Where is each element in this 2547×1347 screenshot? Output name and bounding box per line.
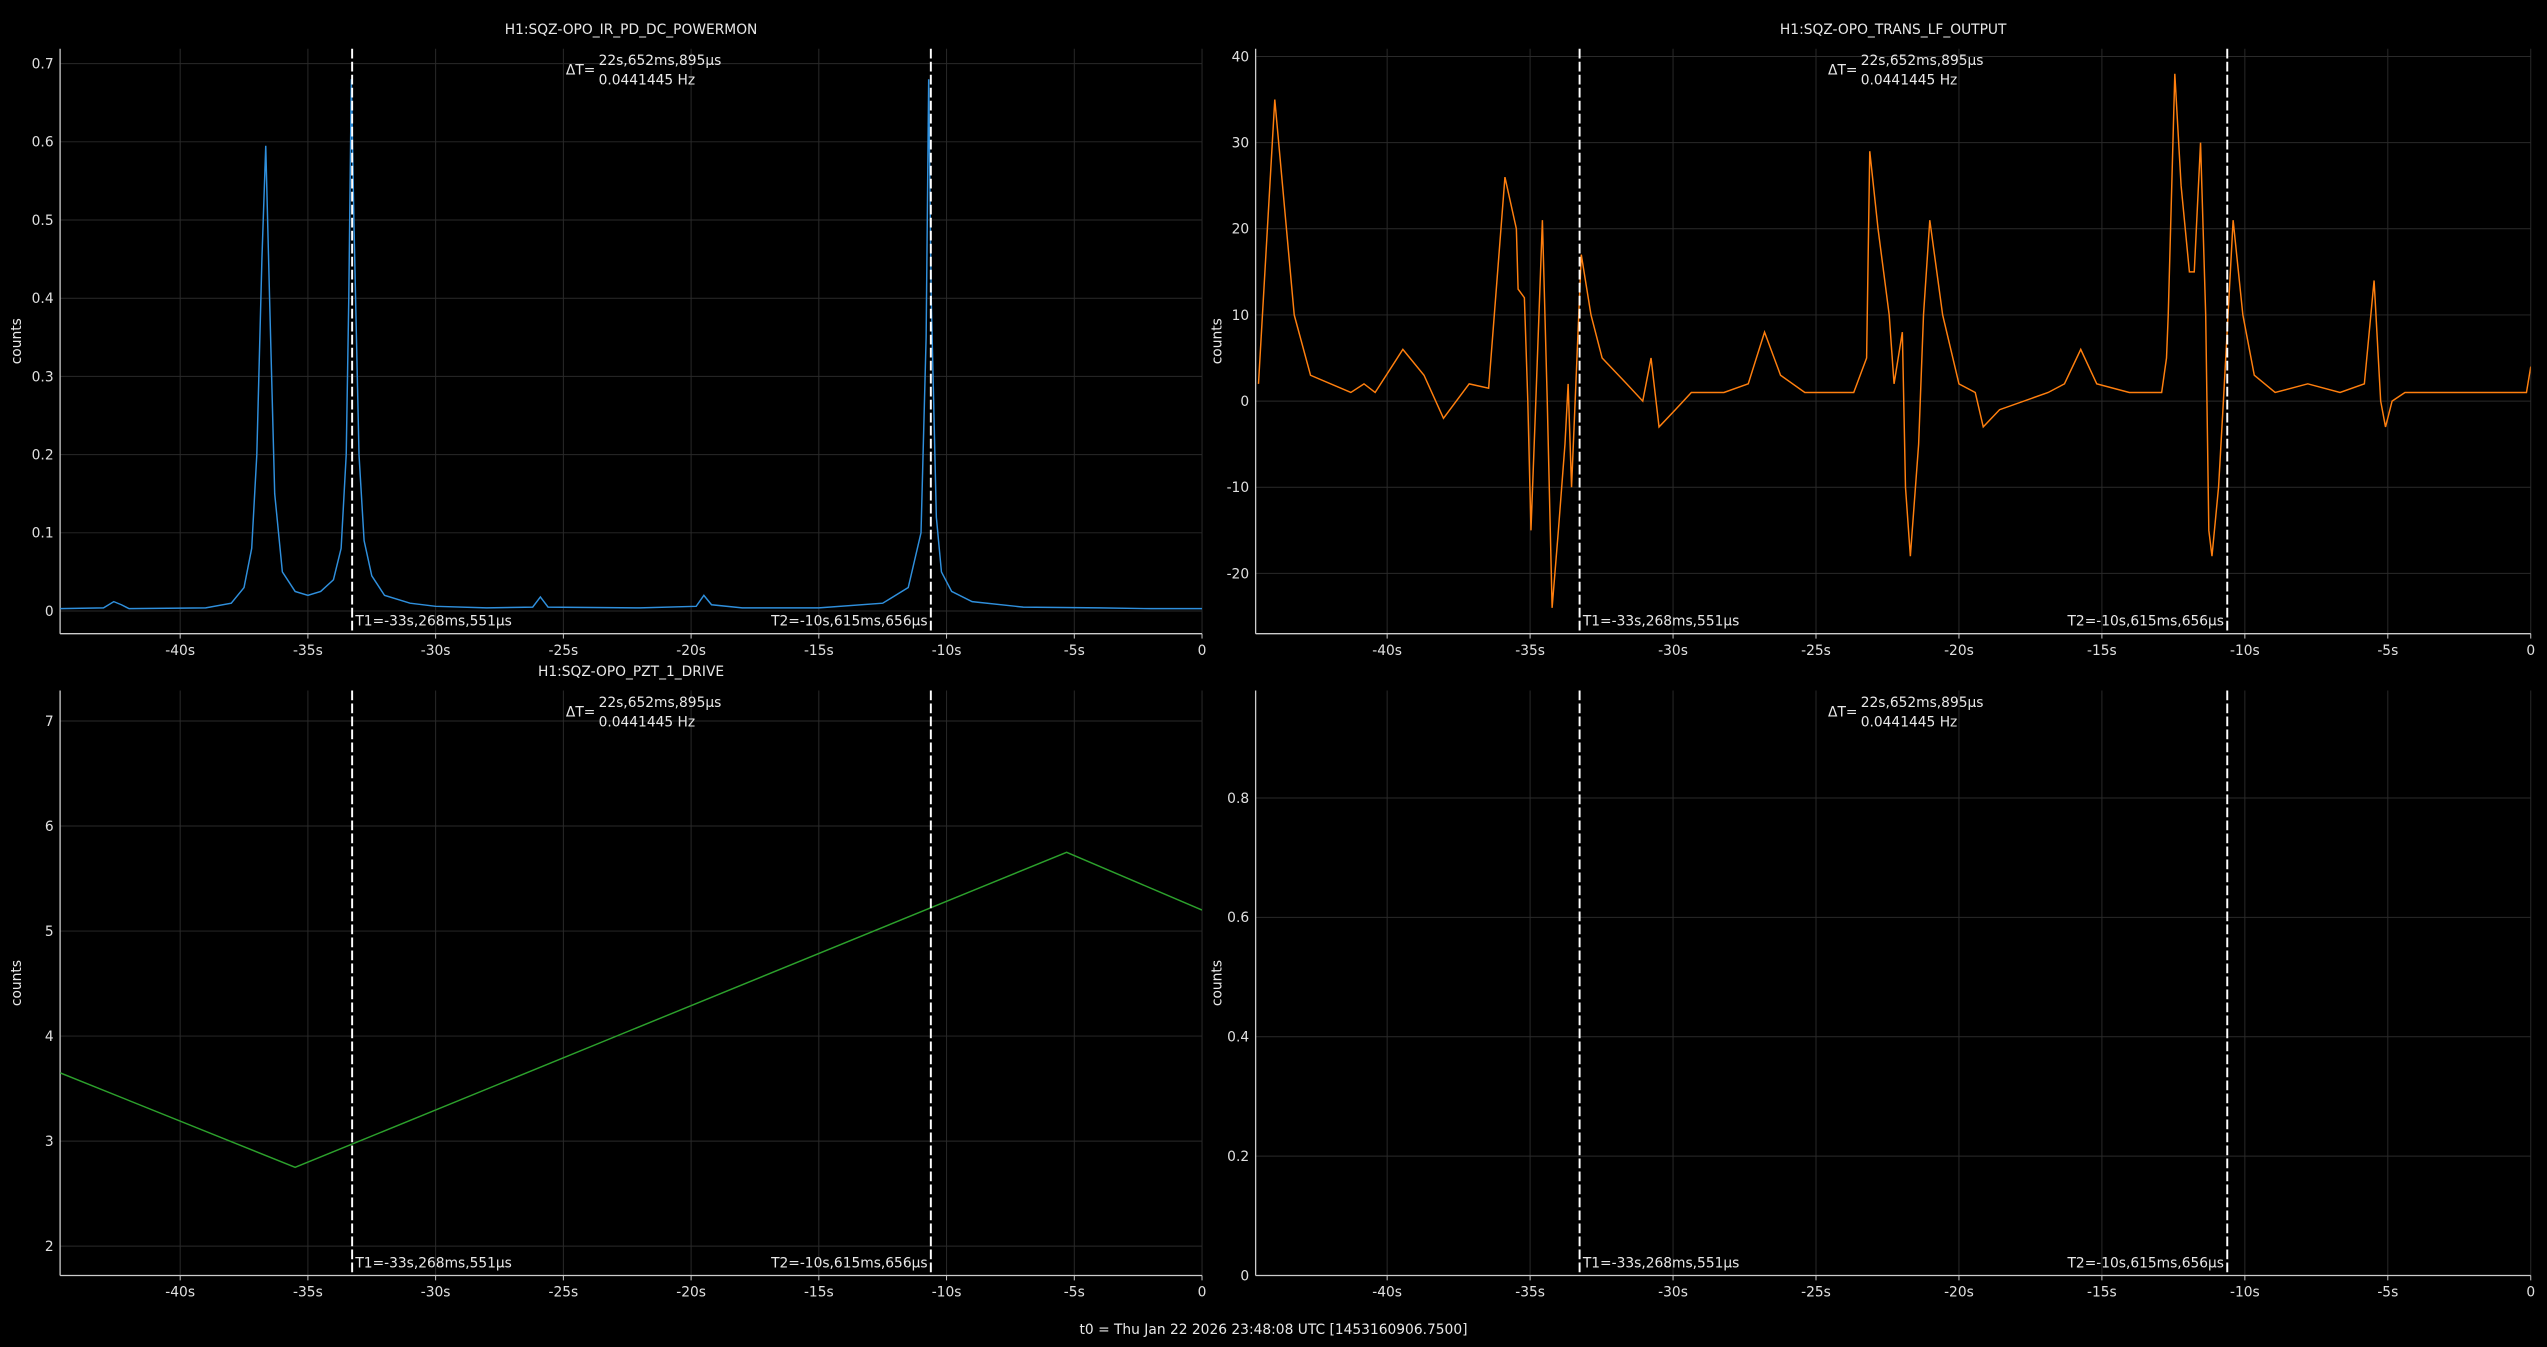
- x-tick-label: -15s: [2087, 643, 2117, 659]
- delta-t-time: 22s,652ms,895µs: [599, 695, 722, 711]
- plot-title: H1:SQZ-OPO_IR_PD_DC_POWERMON: [505, 22, 758, 38]
- x-tick-label: -5s: [1064, 643, 1085, 659]
- delta-t-prefix: ΔT=: [566, 705, 595, 721]
- y-tick-label: 0: [1240, 394, 1249, 410]
- x-tick-label: -35s: [293, 643, 323, 659]
- x-tick-label: -35s: [1515, 643, 1545, 659]
- plot-3[interactable]: -40s -35s -30s -25s -20s -15s -10s -5s 0 2 3 4 5 6 7 co…: [9, 664, 1206, 1301]
- x-tick-label: -10s: [2230, 1285, 2260, 1301]
- x-tick-label: -15s: [804, 1285, 834, 1301]
- y-tick-label: 0.4: [1227, 1030, 1249, 1046]
- plot-2[interactable]: -40s -35s -30s -25s -20s -15s -10s -5s 0 -20 -10 0 1…: [1210, 22, 2536, 659]
- x-tick-label: -30s: [1658, 643, 1688, 659]
- x-tick-label: 0: [1198, 643, 1207, 659]
- series-line-1: [60, 851, 1203, 1169]
- y-tick-label: 40: [1232, 49, 1250, 65]
- series-line-1: [1257, 73, 2531, 608]
- y-axis-label: counts: [9, 318, 25, 364]
- x-tick-label: -10s: [932, 643, 962, 659]
- delta-t-time: 22s,652ms,895µs: [1861, 53, 1984, 69]
- y-tick-label: 0.2: [32, 447, 54, 463]
- x-tick-label: -15s: [2087, 1285, 2117, 1301]
- y-axis-label: counts: [1210, 960, 1226, 1006]
- x-tick-label: -20s: [1944, 643, 1974, 659]
- cursor-t2-label: T2=-10s,615ms,656µs: [770, 614, 928, 630]
- x-tick-label: -15s: [804, 643, 834, 659]
- delta-t-prefix: ΔT=: [1828, 705, 1857, 721]
- y-tick-label: 0.4: [32, 291, 54, 307]
- x-tick-label: -20s: [676, 643, 706, 659]
- x-tick-label: -25s: [549, 1285, 579, 1301]
- x-tick-label: -25s: [549, 643, 579, 659]
- cursor-t1-label: T1=-33s,268ms,551µs: [354, 614, 512, 630]
- y-tick-label: 0.6: [32, 135, 54, 151]
- x-tick-label: -25s: [1801, 1285, 1831, 1301]
- x-tick-label: -5s: [1064, 1285, 1085, 1301]
- y-tick-label: 0.7: [32, 56, 54, 72]
- y-tick-label: 6: [45, 819, 54, 835]
- x-tick-label: -5s: [2377, 643, 2398, 659]
- cursor-t2-label: T2=-10s,615ms,656µs: [2066, 614, 2224, 630]
- y-tick-label: 3: [45, 1134, 54, 1150]
- cursor-t2-label: T2=-10s,615ms,656µs: [2066, 1255, 2224, 1271]
- y-axis-label: counts: [9, 960, 25, 1006]
- series-line-1: [60, 79, 1203, 610]
- delta-t-frequency: 0.0441445 Hz: [599, 714, 696, 730]
- y-tick-label: 0.1: [32, 526, 54, 542]
- x-tick-label: -35s: [293, 1285, 323, 1301]
- y-tick-label: 0.5: [32, 213, 54, 229]
- y-tick-label: 0.3: [32, 369, 54, 385]
- x-tick-label: -20s: [676, 1285, 706, 1301]
- delta-t-frequency: 0.0441445 Hz: [599, 72, 696, 88]
- x-tick-label: -25s: [1801, 643, 1831, 659]
- x-tick-label: -10s: [2230, 643, 2260, 659]
- cursor-t1-label: T1=-33s,268ms,551µs: [1582, 614, 1740, 630]
- plot-4[interactable]: -40s -35s -30s -25s -20s -15s -10s -5s 0 0 0.2 0.4 0…: [1210, 690, 2536, 1301]
- x-tick-label: -40s: [165, 643, 195, 659]
- delta-t-time: 22s,652ms,895µs: [599, 53, 722, 69]
- cursor-t1-label: T1=-33s,268ms,551µs: [1582, 1255, 1740, 1271]
- y-tick-label: 5: [45, 924, 54, 940]
- x-tick-label: -40s: [1372, 643, 1402, 659]
- delta-t-time: 22s,652ms,895µs: [1861, 695, 1984, 711]
- plot-1[interactable]: -40s -35s -30s -25s -20s -15s -10s -5s 0 0 0.1 0.2 0…: [9, 22, 1206, 659]
- x-tick-label: -30s: [421, 1285, 451, 1301]
- y-tick-label: 30: [1232, 136, 1250, 152]
- y-tick-label: 0: [45, 604, 54, 620]
- y-axis-label: counts: [1210, 318, 1226, 364]
- delta-t-frequency: 0.0441445 Hz: [1861, 72, 1958, 88]
- cursor-t2-label: T2=-10s,615ms,656µs: [770, 1255, 928, 1271]
- x-tick-label: -5s: [2377, 1285, 2398, 1301]
- cursor-t1-label: T1=-33s,268ms,551µs: [354, 1255, 512, 1271]
- delta-t-prefix: ΔT=: [1828, 63, 1857, 79]
- y-tick-label: 0: [1240, 1268, 1249, 1284]
- y-tick-label: -10: [1227, 480, 1250, 496]
- x-tick-label: -10s: [932, 1285, 962, 1301]
- plot-title: H1:SQZ-OPO_TRANS_LF_OUTPUT: [1780, 22, 2007, 38]
- t0-footer: t0 = Thu Jan 22 2026 23:48:08 UTC [14531…: [1080, 1322, 1468, 1338]
- y-tick-label: -20: [1227, 566, 1250, 582]
- x-tick-label: -35s: [1515, 1285, 1545, 1301]
- x-tick-label: -20s: [1944, 1285, 1974, 1301]
- x-tick-label: 0: [2526, 1285, 2535, 1301]
- y-tick-label: 0.8: [1227, 791, 1249, 807]
- y-tick-label: 4: [45, 1029, 54, 1045]
- x-tick-label: -40s: [1372, 1285, 1402, 1301]
- y-tick-label: 2: [45, 1239, 54, 1255]
- y-tick-label: 7: [45, 714, 54, 730]
- y-tick-label: 0.6: [1227, 910, 1249, 926]
- x-tick-label: -30s: [421, 643, 451, 659]
- x-tick-label: -30s: [1658, 1285, 1688, 1301]
- delta-t-frequency: 0.0441445 Hz: [1861, 714, 1958, 730]
- y-tick-label: 0.2: [1227, 1149, 1249, 1165]
- delta-t-prefix: ΔT=: [566, 63, 595, 79]
- x-tick-label: -40s: [165, 1285, 195, 1301]
- plot-title: H1:SQZ-OPO_PZT_1_DRIVE: [538, 664, 724, 680]
- x-tick-label: 0: [1198, 1285, 1207, 1301]
- y-tick-label: 10: [1232, 308, 1250, 324]
- y-tick-label: 20: [1232, 222, 1250, 238]
- x-tick-label: 0: [2526, 643, 2535, 659]
